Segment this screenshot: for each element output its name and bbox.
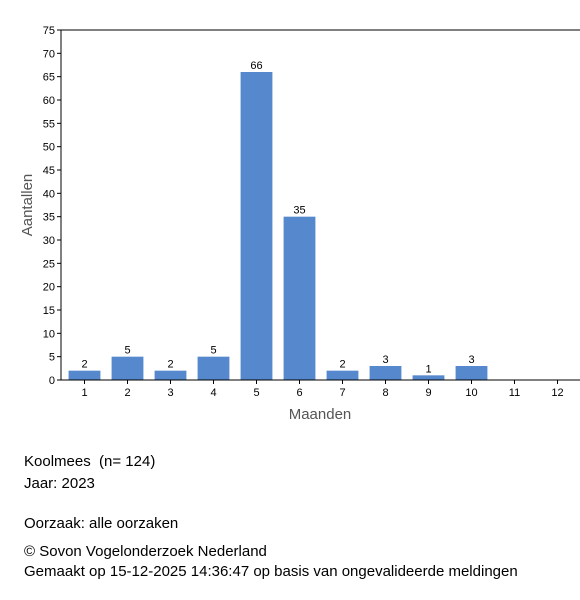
species-count: Koolmees (n= 124): [24, 453, 156, 470]
y-tick-label: 0: [49, 375, 55, 387]
x-tick-label: 11: [509, 387, 520, 399]
data-label-month-8: 3: [382, 354, 388, 366]
x-tick-label: 7: [339, 387, 345, 399]
x-tick-label: 5: [253, 387, 259, 399]
data-label-month-7: 2: [339, 359, 345, 371]
bar-month-7: [326, 370, 359, 380]
x-tick-label: 10: [465, 387, 477, 399]
x-tick-label: 12: [551, 387, 563, 399]
y-tick-label: 20: [43, 282, 55, 294]
y-tick-label: 10: [43, 328, 55, 340]
y-tick-label: 40: [43, 188, 55, 200]
x-tick-label: 3: [167, 387, 173, 399]
y-tick-label: 5: [49, 352, 55, 364]
bar-month-4: [197, 356, 230, 380]
y-tick-label: 15: [43, 305, 55, 317]
data-label-month-5: 66: [250, 60, 262, 72]
y-tick-label: 45: [43, 165, 55, 177]
bars: [68, 72, 488, 380]
x-tick-label: 8: [382, 387, 388, 399]
y-axis-ticks: 0 5 10 15 20 25 30 35 40 45 50 55 60 65 70 75: [43, 25, 61, 387]
bar-month-9: [412, 375, 445, 380]
data-label-month-6: 35: [293, 205, 305, 217]
bar-month-5: [240, 72, 273, 380]
y-tick-label: 50: [43, 142, 55, 154]
generated-note: Gemaakt op 15-12-2025 14:36:47 op basis …: [24, 563, 518, 580]
x-tick-label: 2: [124, 387, 130, 399]
bar-month-1: [68, 370, 101, 380]
y-tick-label: 25: [43, 258, 55, 270]
cause-label: Oorzaak: alle oorzaken: [24, 515, 179, 532]
y-tick-label: 75: [43, 25, 55, 37]
y-tick-label: 55: [43, 118, 55, 130]
data-label-month-1: 2: [81, 359, 87, 371]
y-tick-label: 60: [43, 95, 55, 107]
data-label-month-3: 2: [167, 359, 173, 371]
y-tick-label: 35: [43, 212, 55, 224]
data-labels: 2 5 2 5 66 35 2 3 1 3: [81, 60, 474, 375]
x-tick-label: 9: [425, 387, 431, 399]
bar-month-3: [154, 370, 187, 380]
x-axis-ticks: 1 2 3 4 5 6 7 8 9 10 11 12: [81, 380, 564, 399]
data-label-month-2: 5: [124, 345, 130, 357]
x-tick-label: 4: [210, 387, 216, 399]
bar-month-10: [455, 366, 488, 380]
data-label-month-4: 5: [210, 345, 216, 357]
year-label: Jaar: 2023: [24, 475, 95, 492]
x-axis-title: Maanden: [289, 406, 352, 423]
y-tick-label: 65: [43, 72, 55, 84]
copyright-text: © Sovon Vogelonderzoek Nederland: [24, 543, 267, 560]
x-tick-label: 1: [81, 387, 87, 399]
data-label-month-10: 3: [468, 354, 474, 366]
y-tick-label: 30: [43, 235, 55, 247]
bar-month-8: [369, 366, 402, 380]
x-tick-label: 6: [296, 387, 302, 399]
y-axis-title: Aantallen: [19, 174, 36, 237]
bar-month-2: [111, 356, 144, 380]
bar-month-6: [283, 216, 316, 380]
data-label-month-9: 1: [425, 363, 431, 375]
y-tick-label: 70: [43, 48, 55, 60]
